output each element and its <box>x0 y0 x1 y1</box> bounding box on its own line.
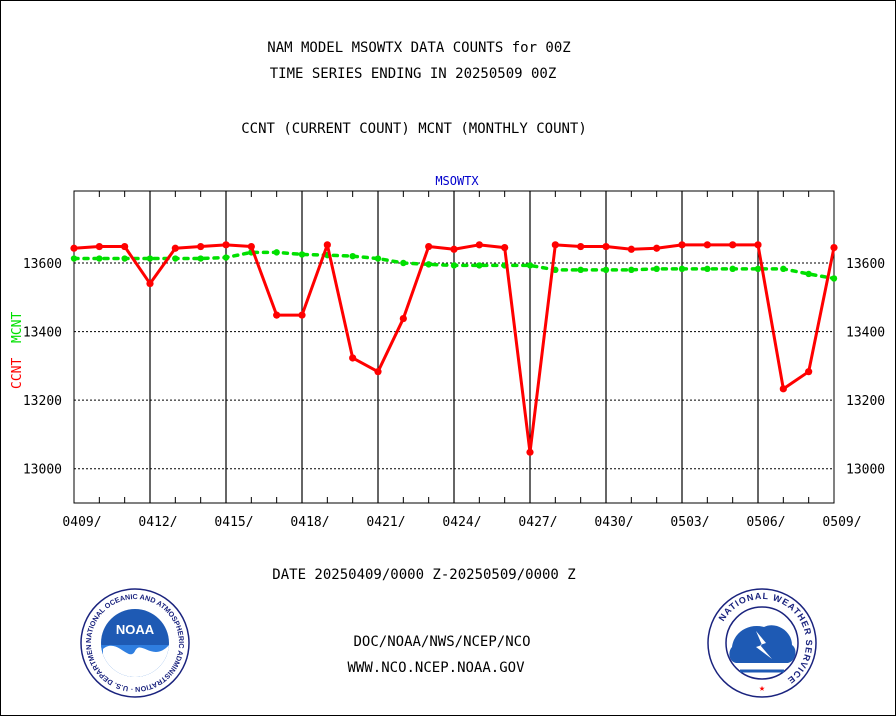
mcnt-point <box>222 254 230 261</box>
mcnt-point <box>70 255 78 262</box>
ccnt-point <box>450 245 458 253</box>
y-tick-label-left: 13400 <box>23 326 62 341</box>
mcnt-point <box>628 266 635 274</box>
x-tick-label: 0427/ <box>518 515 557 530</box>
mcnt-point <box>349 252 356 260</box>
nco-link-path[interactable]: DOC/NOAA/NWS/NCEP/NCO <box>353 634 531 650</box>
x-tick-label: 0412/ <box>138 515 177 530</box>
x-tick-label: 0424/ <box>442 515 481 530</box>
mcnt-point <box>450 262 458 269</box>
mcnt-point <box>678 265 686 273</box>
mcnt-point <box>780 265 787 273</box>
mcnt-point <box>526 262 534 269</box>
mcnt-point <box>298 251 306 258</box>
ccnt-point <box>551 241 559 249</box>
y-axis-label-ccnt: CCNT <box>10 358 25 389</box>
mcnt-point <box>653 265 660 273</box>
ccnt-point <box>146 279 154 288</box>
y-tick-label-right: 13600 <box>846 257 885 272</box>
ccnt-point <box>703 241 711 249</box>
ccnt-point <box>526 448 534 456</box>
chart-subtitle: CCNT (CURRENT COUNT) MCNT (MONTHLY COUNT… <box>241 121 587 137</box>
mcnt-point <box>197 255 204 262</box>
plot-label: MSOWTX <box>435 174 479 188</box>
chart-title-line-2: TIME SERIES ENDING IN 20250509 00Z <box>269 66 557 82</box>
y-axis-label-mcnt: MCNT <box>10 312 25 343</box>
ccnt-point <box>627 245 635 253</box>
mcnt-point <box>602 266 610 274</box>
ccnt-point <box>273 311 281 319</box>
x-tick-label: 0503/ <box>670 515 709 530</box>
ccnt-point <box>349 354 357 362</box>
ccnt-point <box>754 241 762 249</box>
ccnt-point <box>779 385 787 393</box>
y-tick-label-right: 13400 <box>846 326 885 341</box>
ccnt-point <box>374 368 382 376</box>
ccnt-point <box>805 368 813 376</box>
x-tick-label: 0415/ <box>214 515 253 530</box>
x-tick-label: 0409/ <box>62 515 101 530</box>
y-tick-label-left: 13200 <box>23 394 62 409</box>
nws-logo: NATIONAL WEATHER SERVICE ★ <box>707 588 817 698</box>
nco-website-link[interactable]: WWW.NCO.NCEP.NOAA.GOV <box>347 660 525 676</box>
x-tick-label: 0509/ <box>822 515 861 530</box>
ccnt-point <box>653 244 661 252</box>
x-tick-label: 0430/ <box>594 515 633 530</box>
mcnt-point <box>729 265 736 273</box>
noaa-logo: NOAA NATIONAL OCEANIC AND ATMOSPHERIC AD… <box>79 587 190 698</box>
mcnt-point <box>830 275 838 282</box>
ccnt-point <box>171 244 179 252</box>
ccnt-point <box>247 242 255 251</box>
ccnt-point <box>121 242 129 251</box>
ccnt-point <box>678 241 686 249</box>
y-tick-label-left: 13000 <box>23 463 62 478</box>
ccnt-point <box>298 311 306 319</box>
ccnt-point <box>501 243 509 252</box>
x-tick-label: 0421/ <box>366 515 405 530</box>
mcnt-point <box>754 265 762 273</box>
x-tick-label: 0506/ <box>746 515 785 530</box>
y-tick-label-right: 13200 <box>846 394 885 409</box>
mcnt-point <box>374 255 382 262</box>
date-range-label: DATE 20250409/0000 Z-20250509/0000 Z <box>272 567 576 583</box>
ccnt-point <box>475 241 483 249</box>
ccnt-point <box>70 244 78 252</box>
ccnt-point <box>399 314 407 323</box>
ccnt-point <box>729 241 737 249</box>
chart-title-line-1: NAM MODEL MSOWTX DATA COUNTS for 00Z <box>267 40 571 56</box>
mcnt-point <box>172 255 179 262</box>
y-tick-label-left: 13600 <box>23 257 62 272</box>
ccnt-point <box>577 242 585 251</box>
mcnt-point <box>577 266 584 274</box>
ccnt-point <box>602 242 610 251</box>
mcnt-point <box>400 259 407 267</box>
nws-star-icon: ★ <box>759 683 765 694</box>
x-tick-label: 0418/ <box>290 515 329 530</box>
y-tick-label-right: 13000 <box>846 463 885 478</box>
mcnt-point <box>121 255 128 262</box>
mcnt-point <box>146 255 154 262</box>
mcnt-point <box>476 262 483 269</box>
ccnt-point <box>425 242 433 251</box>
ccnt-point <box>323 241 331 249</box>
noaa-logo-text: NOAA <box>116 622 155 637</box>
mcnt-point <box>704 265 711 273</box>
ccnt-point <box>95 242 103 251</box>
mcnt-point <box>96 255 103 262</box>
ccnt-point <box>830 243 838 252</box>
mcnt-point <box>805 270 812 278</box>
ccnt-point <box>222 241 230 249</box>
ccnt-point <box>197 242 205 251</box>
mcnt-point <box>425 261 432 268</box>
mcnt-point <box>273 249 280 256</box>
